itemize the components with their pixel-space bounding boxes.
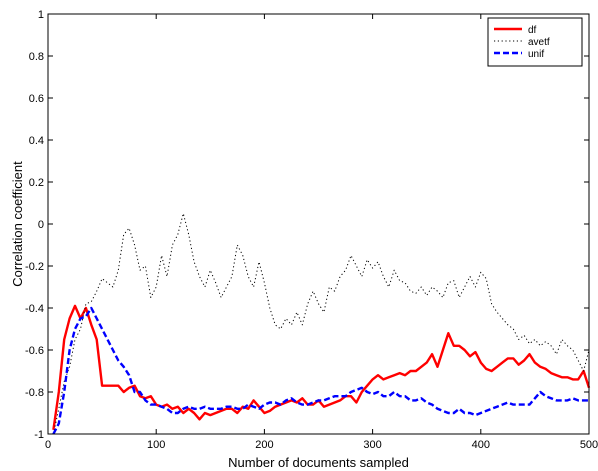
legend-label-avetf: avetf	[528, 37, 550, 48]
y-tick-label-7: 0.4	[29, 135, 44, 147]
y-tick-label-5: 0	[38, 219, 44, 231]
y-tick-label-9: 0.8	[29, 51, 44, 63]
x-tick-label-3: 300	[363, 439, 381, 451]
x-tick-label-1: 100	[147, 439, 165, 451]
y-tick-label-2: -0.6	[25, 345, 44, 357]
y-tick-label-1: -0.8	[25, 387, 44, 399]
x-tick-label-5: 500	[580, 439, 598, 451]
x-axis-label: Number of documents sampled	[228, 455, 409, 470]
y-axis-label: Correlation coefficient	[10, 161, 25, 287]
x-tick-label-4: 400	[472, 439, 490, 451]
axis-ticks: 0 100 200 300 400 500 -1 -0.8 -0.6 -0.4 -0.2 0 0.2 0.…	[25, 9, 598, 451]
y-tick-label-4: -0.2	[25, 261, 44, 273]
plot-frame	[47, 13, 590, 435]
y-tick-label-8: 0.6	[29, 93, 44, 105]
series-line-df	[52, 304, 591, 430]
x-tick-label-2: 200	[255, 439, 273, 451]
x-tick-label-0: 0	[45, 439, 51, 451]
legend-box	[487, 17, 583, 67]
y-tick-label-0: -1	[34, 429, 44, 441]
y-tick-label-6: 0.2	[29, 177, 44, 189]
series-layer	[52, 213, 591, 435]
legend-label-df: df	[528, 25, 537, 36]
y-tick-label-3: -0.4	[25, 303, 44, 315]
y-tick-label-10: 1	[38, 9, 44, 21]
series-line-unif	[52, 306, 589, 435]
legend-label-unif: unif	[528, 49, 544, 60]
